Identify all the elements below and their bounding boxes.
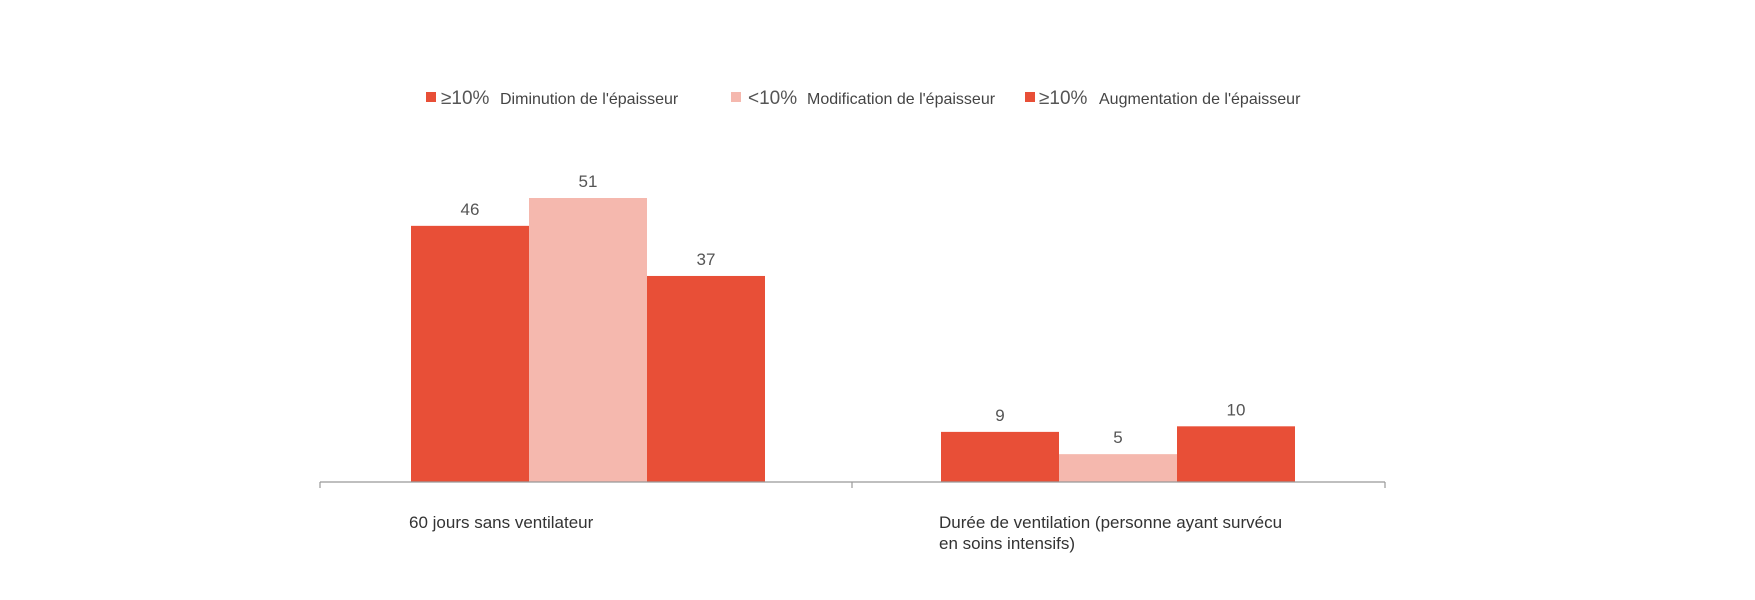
value-label: 51 [579, 172, 598, 191]
category-labels-group: 60 jours sans ventilateur Durée de ventil… [409, 513, 1282, 553]
bar-1-2 [529, 198, 647, 482]
legend-item-1: ≥10% Diminution de l'épaisseur [426, 88, 679, 109]
bars-group [411, 198, 1295, 482]
legend-label: Augmentation de l'épaisseur [1099, 91, 1301, 108]
bar-2-1 [941, 431, 1059, 482]
bar-1-3 [647, 275, 765, 482]
x-axis [319, 481, 1386, 488]
legend-swatch [426, 92, 436, 102]
value-label: 46 [461, 200, 480, 219]
legend-label: Diminution de l'épaisseur [500, 91, 679, 108]
value-label: 9 [995, 406, 1004, 425]
bar-2-2 [1059, 454, 1177, 482]
legend-item-2: <10% Modification de l'épaisseur [731, 88, 996, 109]
value-labels-group: 46 51 37 9 5 10 [461, 172, 1246, 447]
value-label: 37 [697, 250, 716, 269]
bar-1-1 [411, 225, 529, 482]
legend: ≥10% Diminution de l'épaisseur <10% Modific… [426, 88, 1301, 109]
legend-prefix: ≥10% [441, 88, 490, 109]
value-label: 10 [1227, 400, 1246, 419]
value-label: 5 [1113, 428, 1122, 447]
legend-label: Modification de l'épaisseur [807, 91, 996, 108]
legend-swatch [1025, 92, 1035, 102]
legend-prefix: ≥10% [1039, 88, 1088, 109]
category-label-2: Durée de ventilation (personne ayant sur… [939, 513, 1282, 553]
legend-prefix: <10% [748, 88, 797, 109]
bar-2-3 [1177, 426, 1295, 482]
legend-item-3: ≥10% Augmentation de l'épaisseur [1025, 88, 1301, 109]
legend-swatch [731, 92, 741, 102]
category-label-1: 60 jours sans ventilateur [409, 513, 594, 532]
